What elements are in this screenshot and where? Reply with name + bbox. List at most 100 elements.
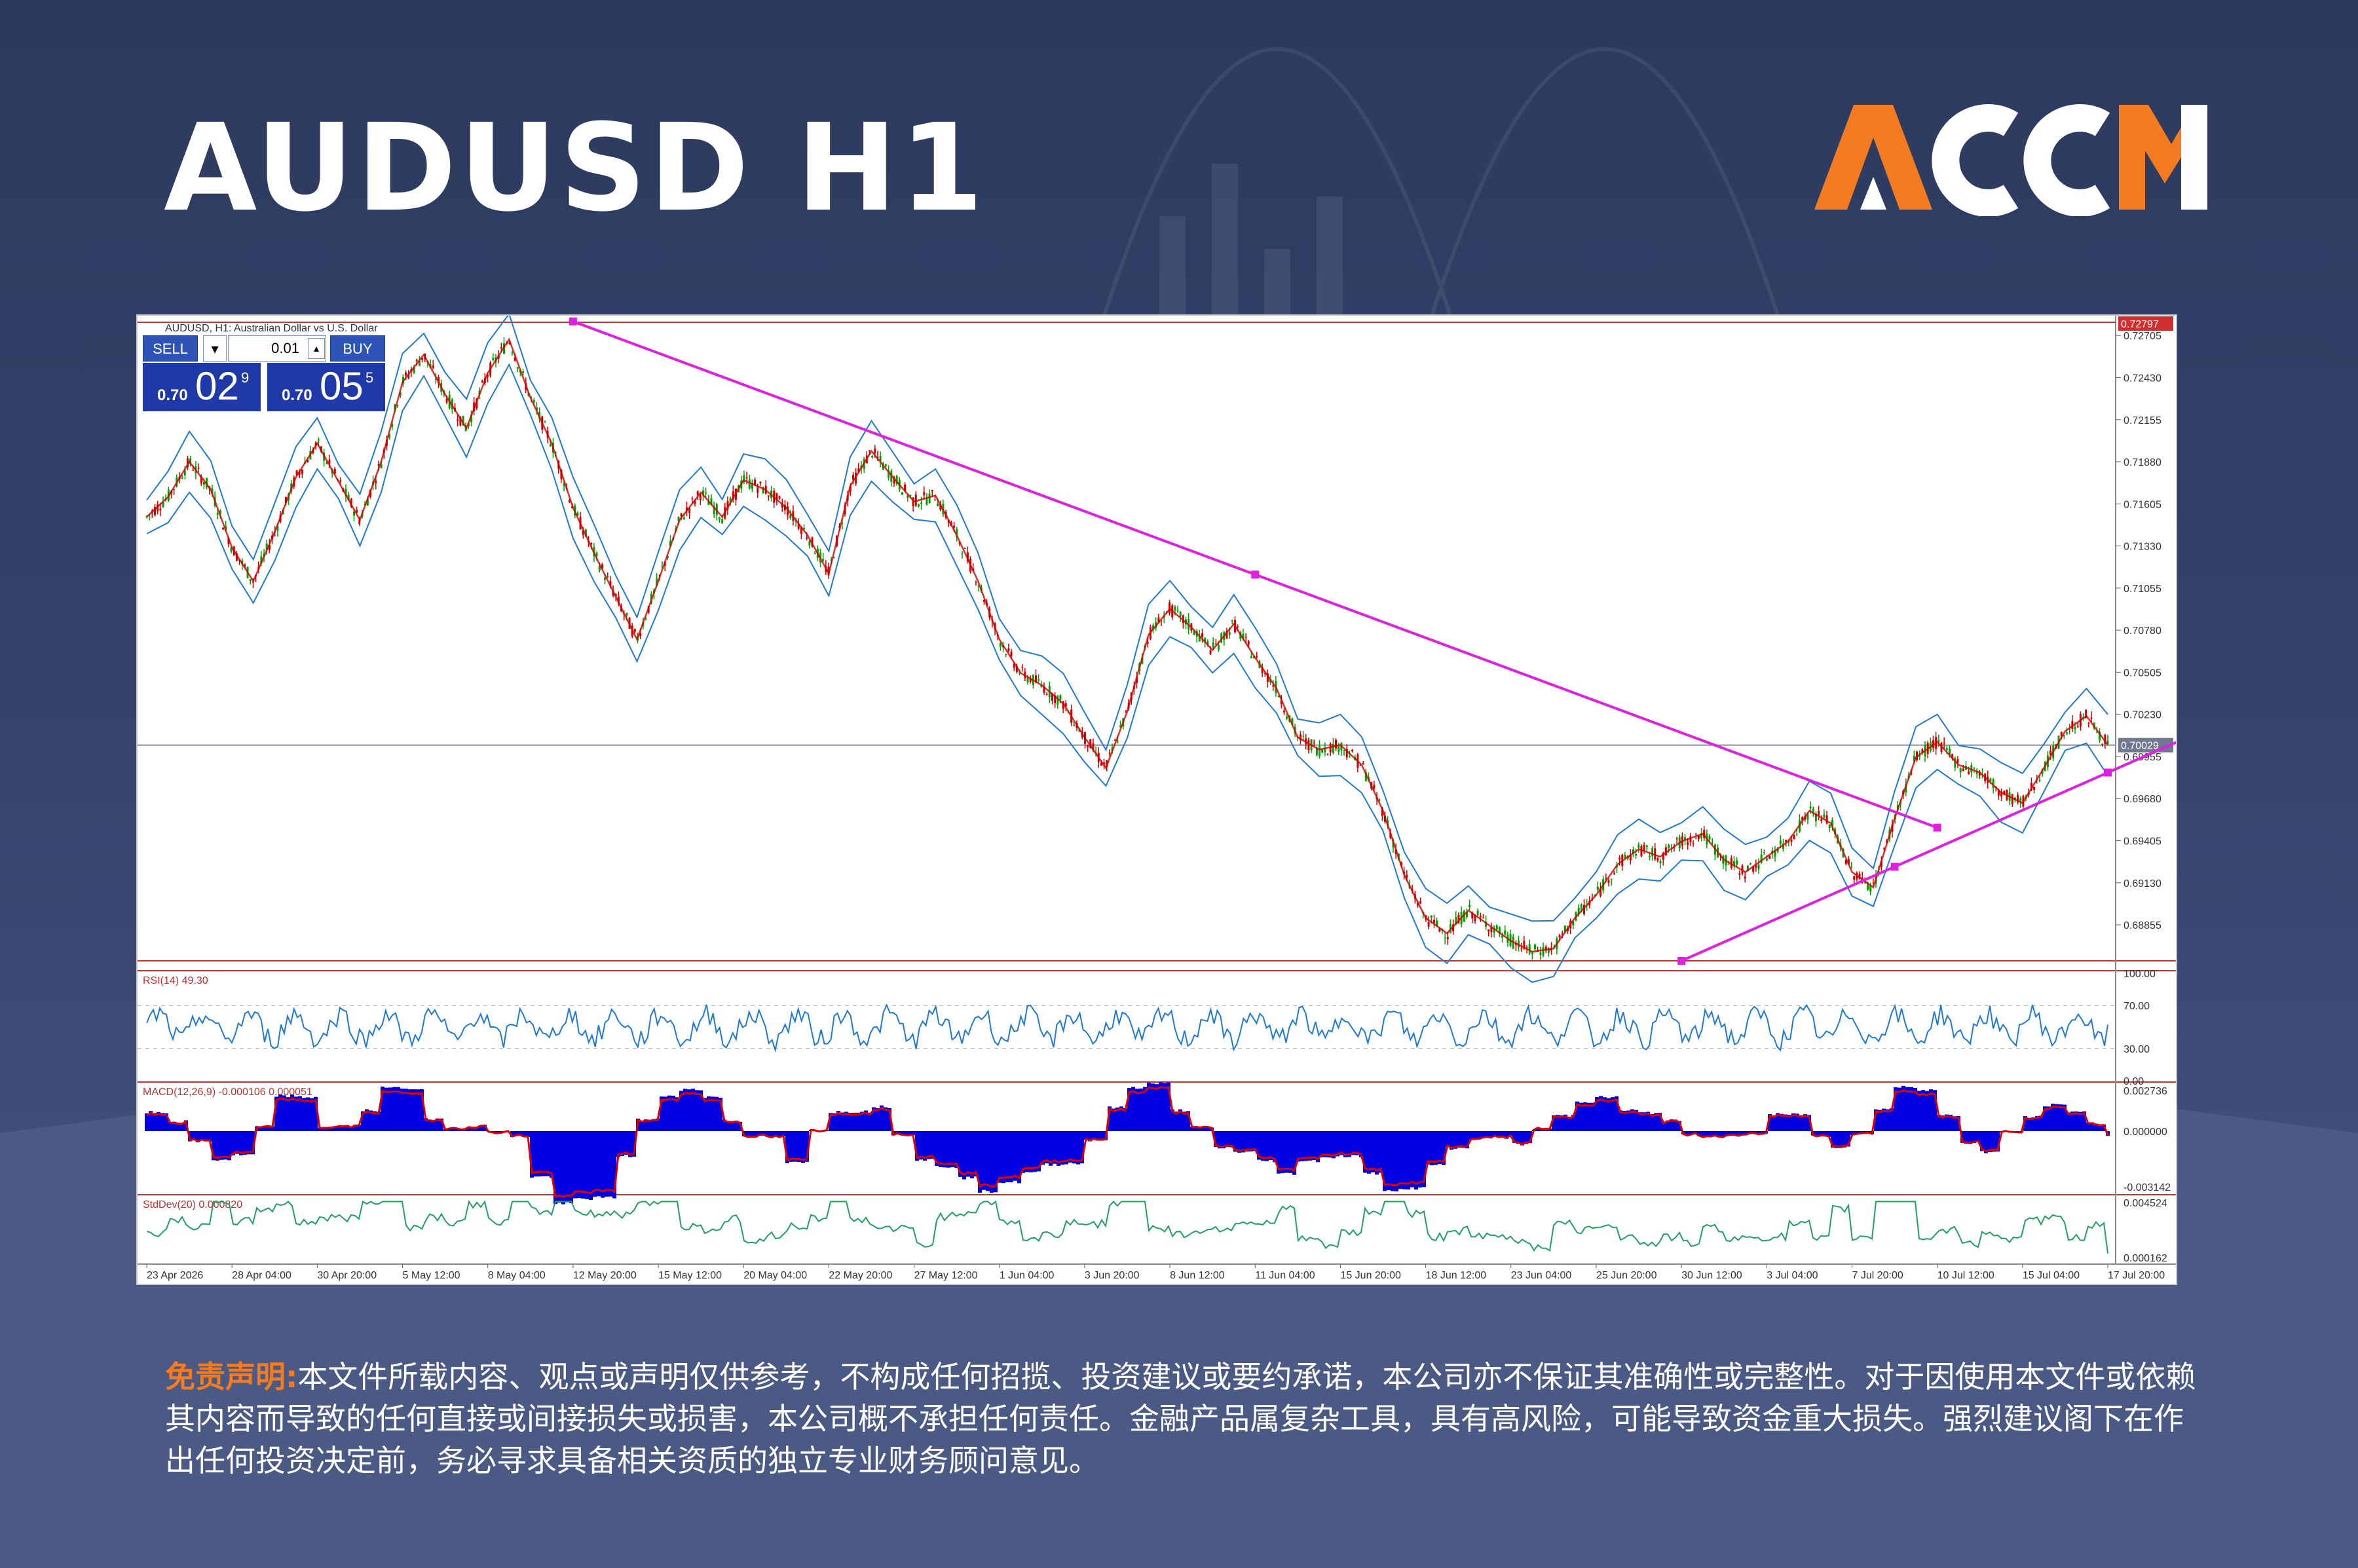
price-tick-label: 0.69130 xyxy=(2124,878,2162,889)
time-tick-label: 15 Jul 04:00 xyxy=(2023,1270,2080,1281)
candlestick-body xyxy=(1619,857,1621,860)
candlestick-body xyxy=(762,487,764,494)
high-price-badge xyxy=(2118,316,2173,331)
candlestick-body xyxy=(1021,667,1024,668)
candlestick-body xyxy=(1119,725,1122,728)
price-tick-label: 0.71605 xyxy=(2124,499,2162,510)
candlestick-body xyxy=(2101,743,2104,745)
candlestick-body xyxy=(1913,756,1915,762)
candlestick-body xyxy=(718,517,720,520)
candlestick-body xyxy=(598,566,601,571)
candlestick-body xyxy=(645,618,647,620)
candlestick-body xyxy=(966,552,969,561)
price-chart[interactable]: AUDUSD, H1: Australian Dollar vs U.S. Do… xyxy=(138,316,2176,1284)
candlestick-body xyxy=(1282,711,1285,713)
candlestick-body xyxy=(582,531,584,535)
candlestick-body xyxy=(2104,734,2106,744)
candlestick-body xyxy=(661,567,664,568)
candlestick-body xyxy=(1703,829,1706,838)
candlestick-body xyxy=(914,495,917,506)
candlestick-body xyxy=(1157,617,1160,623)
candlestick-body xyxy=(1471,912,1474,919)
candlestick-body xyxy=(418,361,421,366)
candlestick-body xyxy=(1446,937,1449,939)
candlestick-body xyxy=(893,477,895,484)
candlestick-body xyxy=(1073,724,1076,726)
candlestick-body xyxy=(975,582,977,584)
candlestick-body xyxy=(1823,814,1825,818)
candlestick-body xyxy=(388,434,391,438)
candlestick-body xyxy=(852,475,855,480)
candlestick-body xyxy=(928,493,931,503)
candlestick-body xyxy=(1035,675,1038,682)
candlestick-body xyxy=(1169,602,1171,613)
candlestick-body xyxy=(445,398,448,403)
candlestick-body xyxy=(1463,910,1465,922)
candlestick-body xyxy=(2003,791,2006,794)
sell-price-display[interactable]: 0.70 02 9 xyxy=(143,363,261,411)
lot-dropdown-arrow-icon[interactable]: ▾ xyxy=(203,335,227,362)
candlestick-body xyxy=(707,501,710,505)
candlestick-body xyxy=(1152,625,1155,630)
candlestick-body xyxy=(1711,842,1713,844)
candlestick-body xyxy=(1785,840,1787,842)
candlestick-body xyxy=(1217,645,1220,650)
candlestick-body xyxy=(405,372,407,376)
candlestick-body xyxy=(1525,947,1528,948)
one-click-trade-panel[interactable]: SELL ▾ 0.01 ▴ BUY 0.70 02 9 0.70 05 5 xyxy=(143,335,385,411)
candlestick-body xyxy=(1847,859,1850,865)
accm-logo xyxy=(1814,104,2207,216)
candlestick-body xyxy=(301,469,303,474)
candlestick-body xyxy=(879,456,882,462)
buy-price-display[interactable]: 0.70 05 5 xyxy=(267,363,385,411)
candlestick-body xyxy=(1806,813,1809,820)
time-tick-label: 1 Jun 04:00 xyxy=(1000,1270,1055,1281)
candlestick-body xyxy=(1750,863,1752,865)
candlestick-body xyxy=(1332,743,1334,753)
candlestick-body xyxy=(1087,745,1089,747)
candlestick-body xyxy=(1580,904,1582,910)
candlestick-body xyxy=(617,596,620,604)
candlestick-body xyxy=(857,468,860,472)
candlestick-body xyxy=(1793,835,1795,840)
candlestick-body xyxy=(1007,648,1010,652)
candlestick-body xyxy=(339,480,342,482)
buy-button[interactable]: BUY xyxy=(330,335,385,362)
candlestick-body xyxy=(1956,759,1959,763)
bollinger-lower-band xyxy=(146,363,2108,983)
rsi-tick-label: 30.00 xyxy=(2124,1044,2150,1055)
candlestick-body xyxy=(939,504,942,510)
candlestick-body xyxy=(1638,844,1640,848)
candlestick-body xyxy=(1277,696,1280,698)
candlestick-body xyxy=(1242,633,1244,639)
candlestick-body xyxy=(1359,764,1362,766)
candlestick-body xyxy=(1373,785,1376,789)
rsi-tick-label: 70.00 xyxy=(2124,1001,2150,1012)
candlestick-body xyxy=(1755,865,1757,868)
candlestick-body xyxy=(492,358,495,360)
candlestick-body xyxy=(1659,861,1662,863)
candlestick-body xyxy=(909,495,912,496)
trendline-anchor xyxy=(1890,863,1899,871)
candlestick-body xyxy=(1432,920,1435,924)
sell-button[interactable]: SELL xyxy=(143,335,198,362)
candlestick-body xyxy=(1648,855,1651,857)
candlestick-body xyxy=(1051,693,1053,701)
candlestick-body xyxy=(2017,794,2019,803)
candlestick-body xyxy=(1059,695,1062,700)
candlestick-body xyxy=(225,526,227,531)
candlestick-body xyxy=(1381,808,1383,816)
candlestick-body xyxy=(1351,749,1354,752)
candlestick-body xyxy=(1495,925,1498,929)
disclaimer-label: 免责声明: xyxy=(165,1359,298,1394)
stddev-tick-label: 0.004524 xyxy=(2124,1198,2167,1209)
candlestick-body xyxy=(789,514,792,519)
time-tick-label: 23 Apr 2026 xyxy=(147,1270,203,1281)
candlestick-body xyxy=(874,448,876,454)
candlestick-body xyxy=(895,476,898,485)
candlestick-body xyxy=(1757,864,1760,869)
candlestick-body xyxy=(808,541,811,546)
lot-stepper-icon[interactable]: ▴ xyxy=(308,338,325,359)
candlestick-body xyxy=(487,375,489,377)
chart-frame[interactable]: AUDUSD, H1: Australian Dollar vs U.S. Do… xyxy=(136,314,2177,1285)
